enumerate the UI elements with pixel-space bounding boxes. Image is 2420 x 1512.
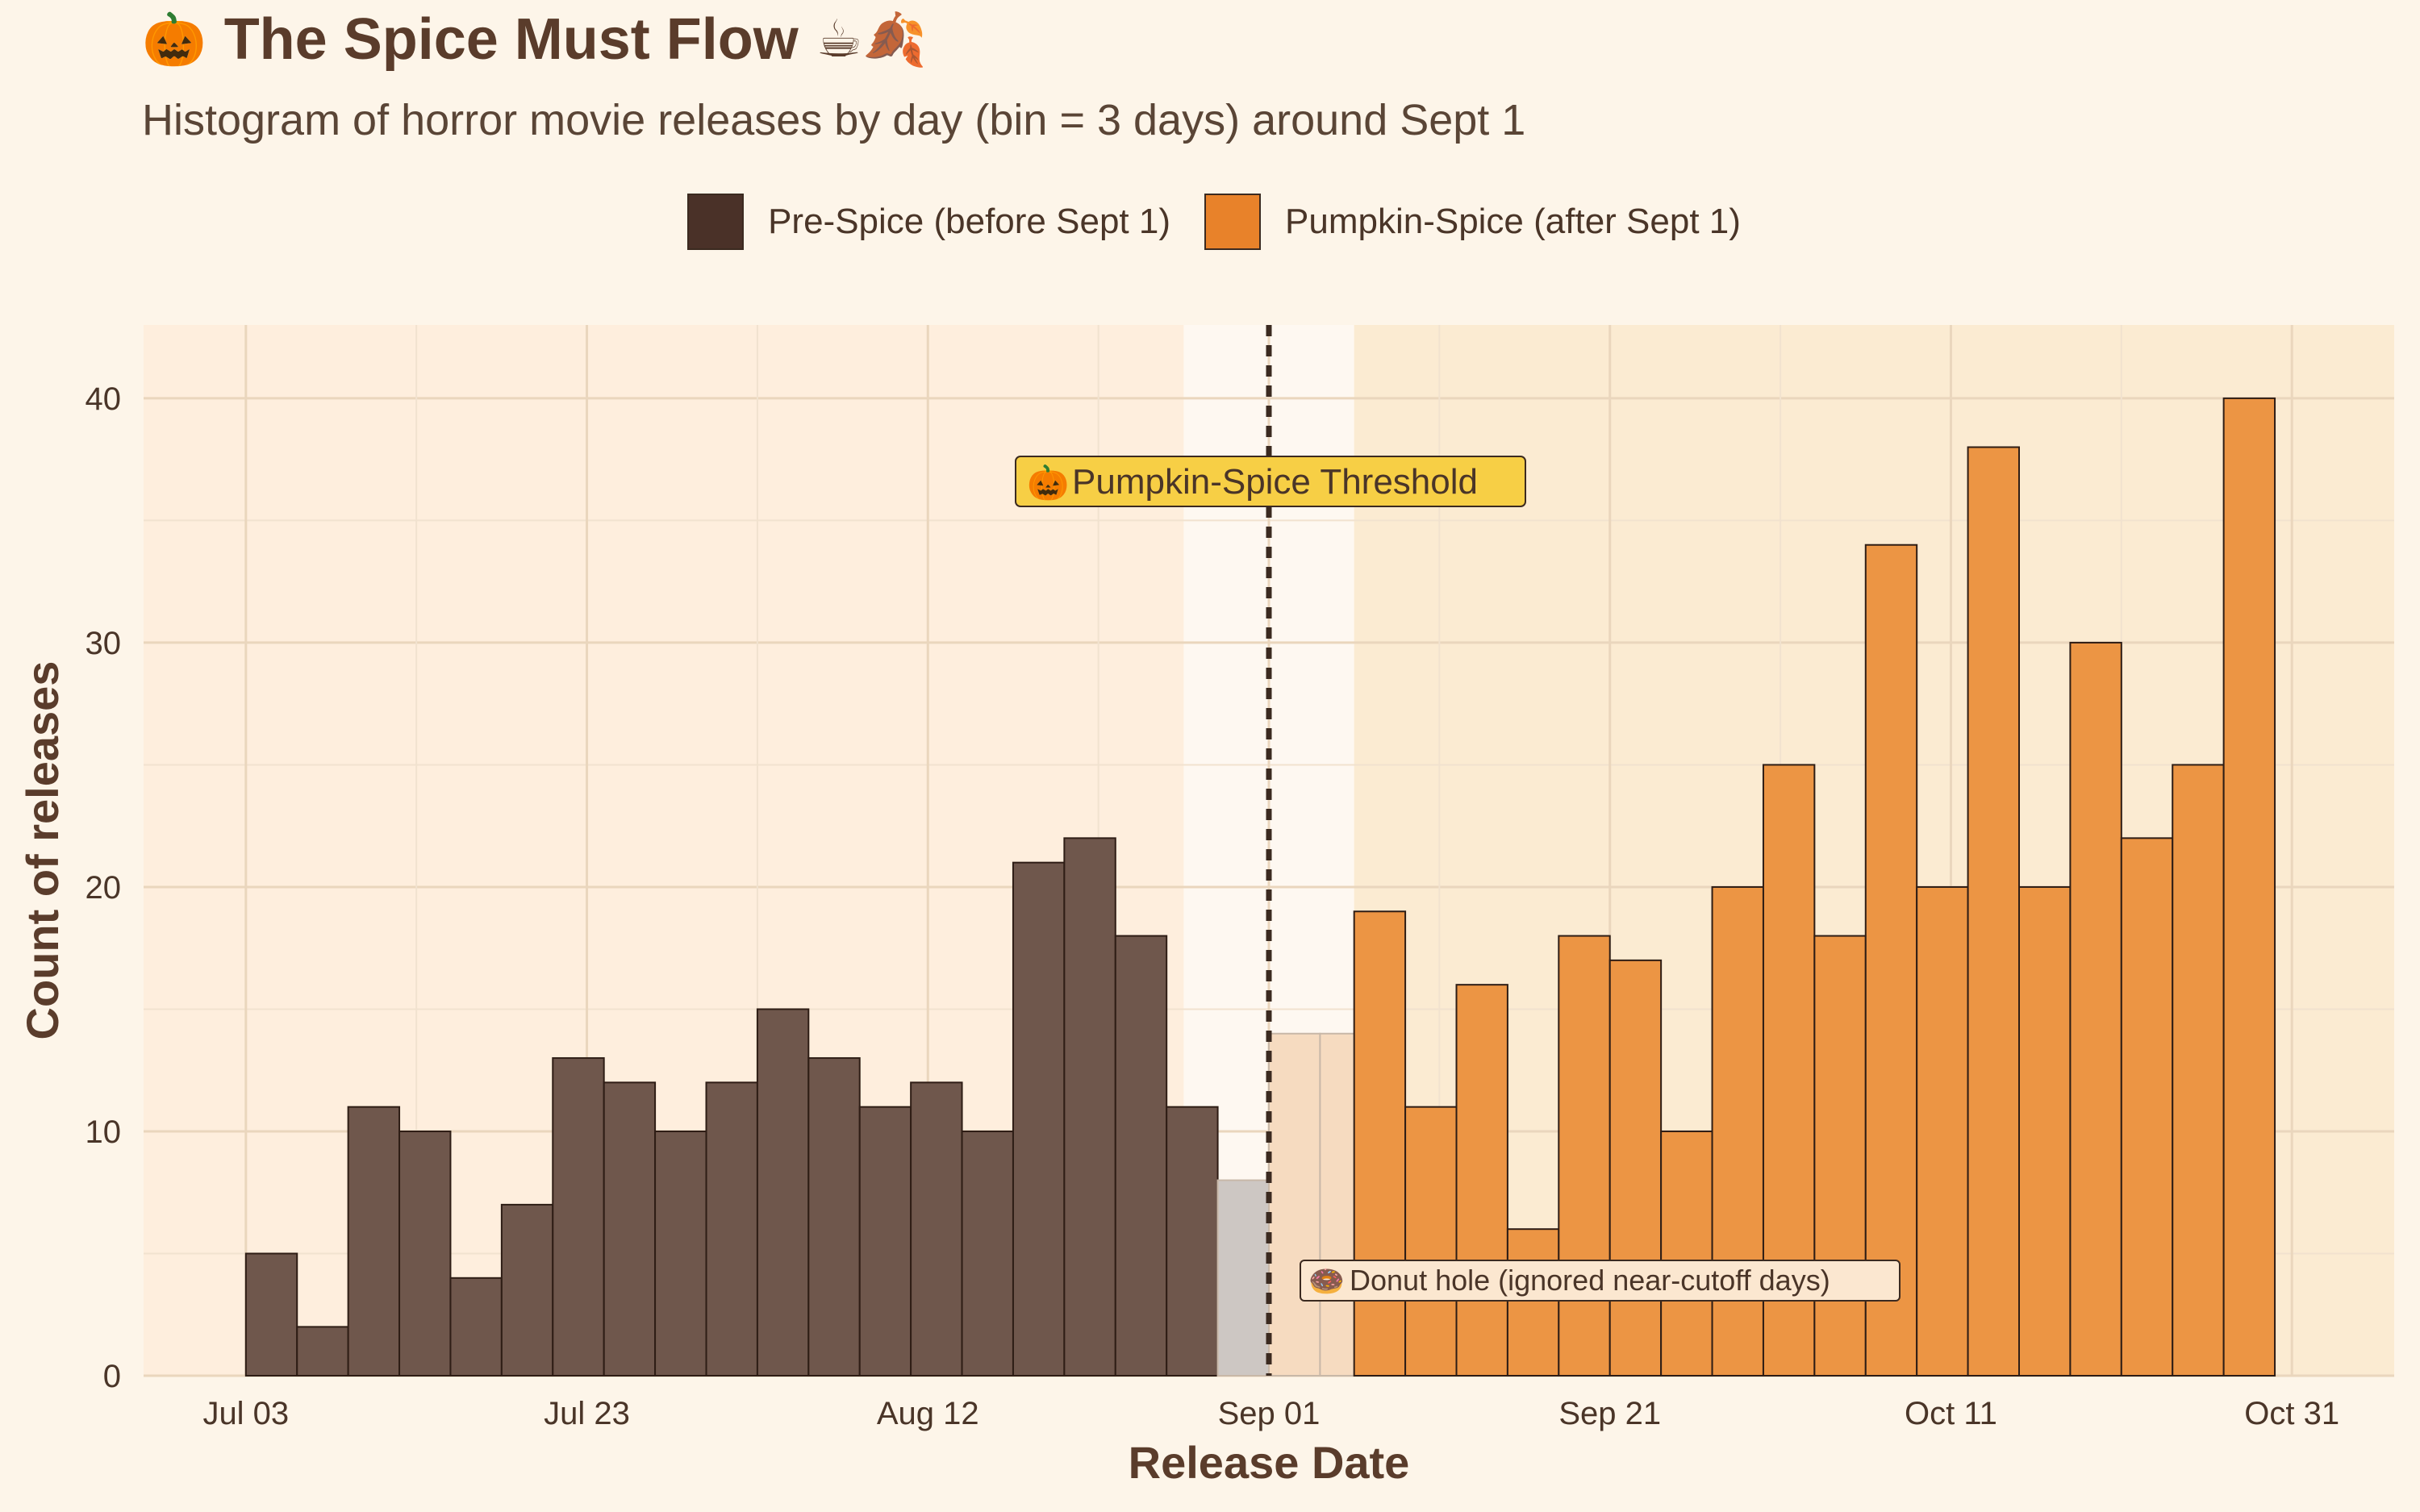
chart-title-text: The Spice Must Flow [223, 7, 799, 72]
chart-subtitle: Histogram of horror movie releases by da… [142, 96, 1526, 144]
bar-pumpkin-spice [2069, 641, 2122, 1377]
bar-pre-spice [1012, 861, 1066, 1377]
bar-pumpkin-spice [1353, 910, 1407, 1377]
threshold-label: 🎃 Pumpkin-Spice Threshold [1015, 456, 1526, 507]
bar-pumpkin-spice [1711, 885, 1764, 1377]
y-tick-label: 30 [86, 626, 122, 661]
legend: Pre-Spice (before Sept 1) Pumpkin-Spice … [0, 194, 2420, 250]
legend-label-post: Pumpkin-Spice (after Sept 1) [1285, 202, 1741, 241]
bar-pre-spice [398, 1130, 452, 1377]
x-tick-label: Jul 23 [544, 1396, 630, 1431]
donut-hole-label-box [1300, 1260, 1901, 1302]
legend-item-pre: Pre-Spice (before Sept 1) [687, 194, 1170, 250]
bar-pre-spice [1063, 837, 1116, 1377]
x-tick-label: Jul 03 [202, 1396, 289, 1431]
bar-pumpkin-spice [1558, 935, 1611, 1377]
chart-title: 🎃 The Spice Must Flow ☕ 🍂 [142, 6, 927, 73]
bar-pumpkin-spice [1404, 1106, 1458, 1377]
bar-pumpkin-spice [1268, 1032, 1321, 1377]
legend-item-post: Pumpkin-Spice (after Sept 1) [1204, 194, 1741, 250]
jack-o-lantern-icon: 🎃 [142, 10, 207, 70]
bar-pre-spice [705, 1081, 758, 1377]
threshold-label-box [1015, 456, 1526, 507]
bar-pumpkin-spice [1864, 544, 1918, 1377]
y-tick-label: 40 [86, 381, 122, 417]
x-tick-label: Oct 31 [2244, 1396, 2339, 1431]
legend-label-pre: Pre-Spice (before Sept 1) [768, 202, 1170, 241]
donut-icon: 🍩 [1308, 1264, 1345, 1297]
bar-pumpkin-spice [1506, 1228, 1560, 1377]
bar-pre-spice [552, 1057, 605, 1377]
legend-swatch-post [1204, 194, 1261, 250]
bar-pre-spice [449, 1277, 503, 1377]
y-axis-label: Count of releases [17, 661, 68, 1040]
bar-pumpkin-spice [2222, 397, 2276, 1377]
bar-pre-spice [347, 1106, 401, 1377]
x-axis-label: Release Date [1129, 1437, 1410, 1488]
autumn-leaves-icon: 🍂 [862, 10, 927, 70]
histogram-bars [244, 397, 2276, 1377]
bar-pre-spice [910, 1081, 963, 1377]
x-tick-label: Aug 12 [877, 1396, 979, 1431]
y-axis-ticks: 0 10 20 30 40 [86, 381, 122, 1394]
bar-pre-spice [244, 1252, 298, 1377]
coffee-cup-icon: ☕ [816, 10, 863, 69]
jack-o-lantern-icon: 🎃 [1027, 463, 1069, 502]
donut-hole-label-text: Donut hole (ignored near-cutoff days) [1350, 1264, 1830, 1297]
bar-pumpkin-spice [2172, 764, 2225, 1377]
y-tick-label: 20 [86, 870, 122, 906]
bar-pre-spice [654, 1130, 707, 1377]
y-tick-label: 10 [86, 1114, 122, 1150]
bar-pumpkin-spice [1916, 885, 1969, 1377]
bar-pre-spice [603, 1081, 657, 1377]
bar-pumpkin-spice [1813, 935, 1867, 1377]
bar-pre-spice [807, 1057, 861, 1377]
y-tick-label: 0 [103, 1359, 121, 1394]
bar-pre-spice [858, 1106, 912, 1377]
bar-pre-spice [1166, 1106, 1219, 1377]
bar-pre-spice [1216, 1179, 1270, 1377]
bar-pre-spice [961, 1130, 1014, 1377]
bar-pumpkin-spice [1660, 1130, 1713, 1377]
x-axis-ticks: Jul 03 Jul 23 Aug 12 Sep 01 Sep 21 Oct 11 Oct … [202, 1396, 2339, 1431]
bar-pumpkin-spice [1608, 959, 1663, 1377]
donut-hole-label: 🍩 Donut hole (ignored near-cutoff days) [1300, 1260, 1901, 1302]
bar-pumpkin-spice [2018, 885, 2072, 1377]
x-tick-label: Oct 11 [1905, 1396, 1997, 1431]
legend-swatch-pre [687, 194, 745, 250]
bar-pre-spice [500, 1203, 554, 1377]
bar-pre-spice [296, 1326, 349, 1377]
x-tick-label: Sep 01 [1218, 1396, 1321, 1431]
bar-pumpkin-spice [1455, 984, 1508, 1377]
bar-pre-spice [1114, 935, 1168, 1377]
bar-pumpkin-spice [2120, 837, 2174, 1377]
threshold-label-text: Pumpkin-Spice Threshold [1072, 462, 1478, 502]
x-tick-label: Sep 21 [1558, 1396, 1661, 1431]
bar-pumpkin-spice [1967, 446, 2020, 1377]
bar-pre-spice [756, 1008, 810, 1377]
